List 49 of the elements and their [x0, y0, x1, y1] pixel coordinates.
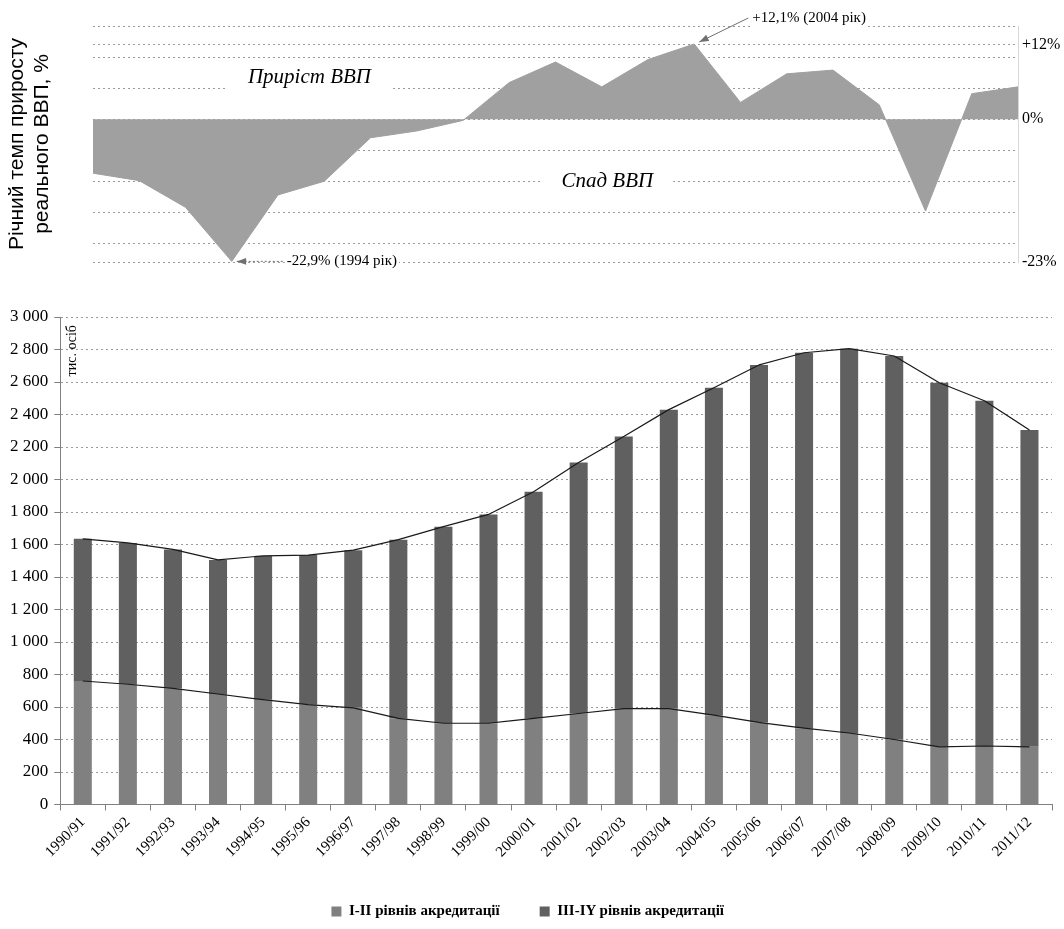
- bar: [434, 526, 453, 724]
- y-tick-label: 600: [22, 696, 49, 716]
- bar: [795, 352, 814, 729]
- y-tick-label: 2 200: [10, 436, 49, 456]
- y-tick-label: 400: [22, 728, 49, 748]
- bar: [1020, 429, 1039, 747]
- y-tick-label: 3 000: [10, 306, 49, 326]
- bar: [73, 538, 92, 681]
- y-tick-label: 1 000: [10, 631, 49, 651]
- y-tick-label: 2 800: [10, 338, 49, 358]
- bar: [885, 356, 904, 740]
- bar: [299, 555, 318, 705]
- y-tick-label: +12%: [1022, 34, 1061, 52]
- bar: [479, 514, 498, 724]
- annotation: Приріст ВВП: [246, 64, 373, 89]
- legend-label: III-IY рівнів акредитації: [557, 902, 725, 919]
- y-tick-label: 0%: [1022, 109, 1044, 127]
- bar: [840, 348, 859, 734]
- bar: [614, 436, 633, 709]
- y-tick-label: 2 400: [10, 403, 49, 423]
- bar: [254, 555, 273, 700]
- y-tick-label: 2 000: [10, 468, 49, 488]
- bar: [930, 382, 949, 747]
- y-tick-label: 1 800: [10, 501, 49, 521]
- annotation: Спад ВВП: [561, 168, 655, 193]
- y-tick-label: -23%: [1022, 252, 1057, 270]
- bar: [749, 364, 768, 723]
- bar: [389, 539, 408, 719]
- y-axis-title: Річний темп приросту реального ВВП, %: [4, 37, 53, 251]
- bar: [118, 542, 137, 685]
- legend-label: I-II рівнів акредитації: [348, 902, 501, 919]
- bar: [975, 400, 994, 747]
- text: +12,1% (2004 рік): [752, 8, 866, 26]
- annotation: -22,9% (1994 рік): [286, 252, 397, 270]
- y-tick-label: 1 400: [10, 566, 49, 586]
- y-tick-label: 1 600: [10, 533, 49, 553]
- y-tick-label: 2 600: [10, 371, 49, 391]
- bar: [344, 550, 363, 708]
- bar: [569, 462, 588, 714]
- bar: [659, 409, 678, 709]
- y-tick-label: 1 200: [10, 598, 49, 618]
- bar: [704, 387, 723, 716]
- y-axis-title: тис. осіб: [63, 325, 79, 377]
- y-tick-label: 200: [22, 761, 49, 781]
- bar: [209, 559, 228, 694]
- bar: [163, 549, 182, 689]
- y-tick-label: 800: [22, 663, 49, 683]
- bar: [524, 491, 543, 719]
- y-tick-label: 0: [39, 793, 49, 813]
